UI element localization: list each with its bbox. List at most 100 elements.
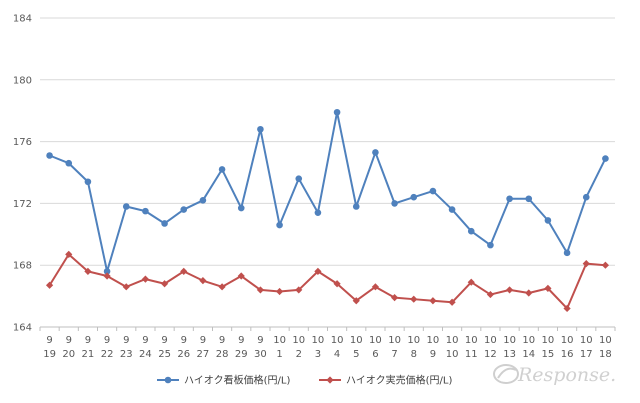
y-tick-label: 172 (13, 199, 32, 210)
x-tick-label-day: 26 (177, 349, 190, 360)
x-tick-label-day: 24 (139, 349, 152, 360)
data-point (410, 295, 418, 303)
x-tick-label-day: 20 (62, 349, 75, 360)
legend-label: ハイオク実売価格(円/L) (346, 374, 452, 387)
legend-item: ハイオク看板価格(円/L) (157, 374, 290, 387)
data-point (84, 178, 92, 186)
data-point (582, 260, 590, 268)
data-point (467, 278, 475, 286)
data-point (199, 197, 207, 204)
gridlines (40, 17, 615, 328)
data-point (563, 249, 571, 257)
x-tick-label-month: 9 (181, 335, 187, 346)
series-1 (46, 108, 609, 275)
data-point (103, 272, 111, 280)
legend: ハイオク看板価格(円/L) ハイオク実売価格(円/L) (157, 374, 452, 387)
data-point (122, 283, 130, 291)
x-tick-label-month: 9 (66, 335, 72, 346)
data-point (563, 304, 571, 313)
x-tick-label-month: 10 (580, 335, 593, 346)
x-tick-label-day: 19 (43, 349, 56, 360)
data-point (448, 298, 456, 306)
data-point (218, 283, 226, 291)
x-tick-label-day: 9 (430, 349, 436, 360)
x-tick-label-month: 10 (561, 335, 574, 346)
x-tick-label-day: 10 (446, 349, 459, 360)
data-point (582, 193, 590, 201)
x-tick-label-month: 10 (542, 335, 555, 346)
x-tick-label-day: 15 (542, 349, 555, 360)
series-layer (45, 108, 610, 313)
y-tick-label: 184 (13, 14, 32, 25)
watermark-text: Response. (517, 364, 616, 386)
data-point (544, 217, 552, 224)
x-tick-label-day: 30 (254, 349, 267, 360)
data-point (45, 281, 54, 289)
series-2 (45, 250, 610, 313)
data-point (525, 195, 533, 203)
data-point (314, 209, 322, 216)
data-point (333, 108, 341, 116)
data-point (352, 203, 360, 210)
x-tick-label-day: 7 (391, 349, 397, 360)
data-point (122, 203, 130, 210)
data-point (429, 187, 437, 195)
x-tick-label-day: 11 (465, 349, 478, 360)
x-tick-label-day: 21 (82, 349, 95, 360)
data-point (46, 152, 53, 159)
x-tick-label-month: 9 (219, 335, 225, 346)
x-tick-label-month: 10 (446, 335, 459, 346)
x-tick-label-month: 10 (312, 335, 325, 346)
data-point (505, 286, 514, 294)
legend-marker (326, 376, 334, 384)
y-tick-label: 176 (13, 137, 32, 148)
data-point (601, 261, 610, 269)
data-point (391, 200, 398, 207)
x-tick-label-month: 9 (123, 335, 129, 346)
data-point (544, 284, 552, 292)
x-tick-label-month: 10 (503, 335, 516, 346)
data-point (506, 195, 513, 203)
legend-label: ハイオク看板価格(円/L) (184, 374, 290, 387)
x-tick-label-month: 9 (142, 335, 148, 346)
data-point (142, 207, 149, 215)
data-point (448, 206, 456, 213)
x-tick-label-month: 10 (407, 335, 420, 346)
x-tick-label-month: 10 (465, 335, 478, 346)
series-line (49, 111, 607, 273)
series-line (48, 253, 606, 310)
x-tick-label-day: 8 (411, 349, 417, 360)
x-tick-label-day: 6 (372, 349, 378, 360)
data-point (602, 155, 609, 162)
data-point (276, 221, 283, 229)
x-axis: 9199209219229239249259269279289299301011… (39, 327, 616, 360)
x-tick-label-month: 9 (46, 335, 52, 346)
x-tick-label-day: 13 (503, 349, 516, 360)
y-tick-label: 180 (13, 75, 32, 86)
x-tick-label-day: 2 (296, 349, 302, 360)
data-point (161, 220, 168, 227)
data-point (295, 286, 303, 294)
x-tick-label-month: 10 (292, 335, 305, 346)
data-point (372, 149, 379, 156)
x-tick-label-month: 9 (257, 335, 263, 346)
data-point (487, 241, 494, 249)
data-point (410, 193, 418, 201)
x-tick-label-day: 12 (484, 349, 497, 360)
data-point (275, 287, 284, 296)
legend-marker (164, 376, 172, 384)
x-tick-label-day: 5 (353, 349, 359, 360)
x-tick-label-month: 9 (200, 335, 206, 346)
x-tick-label-month: 10 (522, 335, 535, 346)
x-tick-label-day: 22 (101, 349, 114, 360)
data-point (84, 267, 92, 275)
data-point (103, 268, 111, 275)
data-point (160, 280, 169, 288)
x-tick-label-month: 9 (238, 335, 244, 346)
data-point (237, 272, 245, 280)
x-tick-label-month: 10 (273, 335, 286, 346)
x-tick-label-month: 10 (427, 335, 440, 346)
x-tick-label-month: 10 (388, 335, 401, 346)
response-logo-watermark: Response. (492, 357, 622, 395)
